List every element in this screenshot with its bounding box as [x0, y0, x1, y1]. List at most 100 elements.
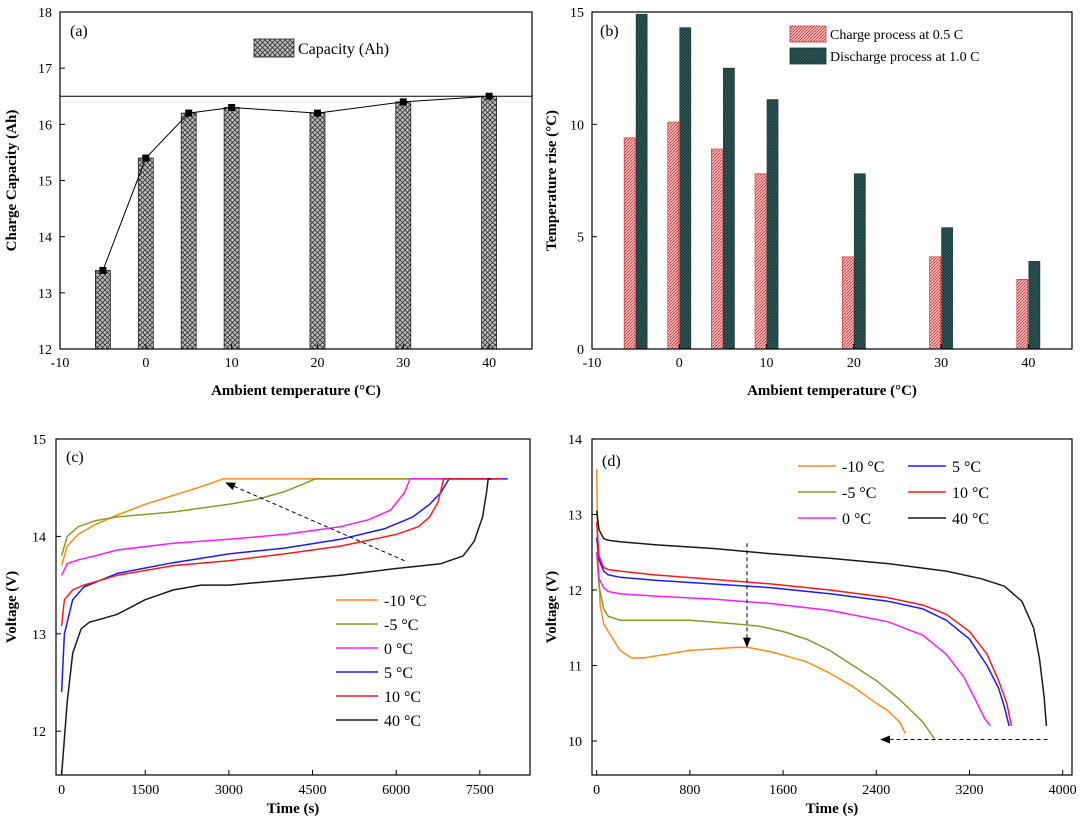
- x-tick-label: 0: [676, 356, 683, 371]
- y-tick-label: 14: [568, 433, 582, 448]
- series-line: [595, 537, 1010, 727]
- plot-frame: [591, 438, 1073, 776]
- charge-bar: [1016, 279, 1029, 350]
- y-tick-label: 5: [577, 231, 584, 246]
- x-axis-title: Ambient temperature (°C): [747, 383, 917, 399]
- y-tick-label: 10: [570, 118, 584, 133]
- legend-label: -5 °C: [842, 485, 876, 502]
- x-tick-label: 40: [1021, 356, 1035, 371]
- capacity-marker: [142, 154, 150, 162]
- capacity-marker: [399, 98, 407, 106]
- capacity-bar: [180, 112, 197, 350]
- series-line: [60, 478, 497, 566]
- chart-panel-b: Charge process at 0.5 C Discharge process…: [544, 6, 1073, 399]
- series-line: [60, 478, 497, 576]
- series-line: [595, 552, 936, 740]
- y-axis-title: Voltage (V): [544, 571, 560, 643]
- capacity-line: [102, 95, 490, 271]
- y-tick-label: 0: [577, 343, 584, 358]
- y-axis-title: Charge Capacity (Ah): [4, 110, 20, 252]
- legend-label: 40 °C: [384, 713, 421, 730]
- legend-swatch: [789, 25, 827, 43]
- y-tick-label: 12: [568, 584, 582, 599]
- y-tick-label: 11: [569, 660, 582, 675]
- y-tick-label: 12: [38, 343, 52, 358]
- series-line: [595, 522, 1013, 727]
- x-tick-label: 0: [58, 783, 65, 798]
- x-tick-label: 3200: [955, 783, 983, 798]
- y-tick-label: 14: [32, 530, 46, 545]
- y-tick-label: 15: [570, 6, 584, 21]
- y-tick-label: 17: [38, 62, 52, 77]
- trend-arrow: [225, 482, 405, 562]
- plot-frame: [59, 11, 533, 350]
- y-tick-label: 12: [32, 725, 46, 740]
- x-tick-label: 0: [593, 783, 600, 798]
- y-axis-title: Temperature rise (°C): [544, 110, 560, 251]
- legend-label: -5 °C: [384, 617, 418, 634]
- y-tick-label: 14: [38, 231, 52, 246]
- x-tick-label: 30: [934, 356, 948, 371]
- panel-label: (b): [600, 23, 619, 40]
- charge-bar: [754, 173, 767, 350]
- x-tick-label: 7500: [466, 783, 494, 798]
- y-tick-label: 13: [32, 628, 46, 643]
- legend-label: 0 °C: [384, 641, 413, 658]
- x-tick-label: 3000: [215, 783, 243, 798]
- x-tick-label: -10: [51, 356, 70, 371]
- charge-bar: [711, 148, 723, 350]
- capacity-marker: [99, 266, 107, 274]
- legend-label: Charge process at 0.5 C: [830, 28, 963, 43]
- legend-swatch: [253, 38, 295, 58]
- y-tick-label: 13: [568, 509, 582, 524]
- capacity-bar: [309, 112, 326, 350]
- x-axis-title: Time (s): [806, 801, 859, 817]
- y-tick-label: 10: [568, 735, 582, 750]
- legend-label: 40 °C: [952, 511, 989, 528]
- legend-label: 10 °C: [952, 485, 989, 502]
- series-line: [595, 510, 1048, 726]
- x-tick-label: 10: [225, 356, 239, 371]
- x-axis-title: Time (s): [267, 801, 320, 817]
- y-tick-label: 15: [32, 433, 46, 448]
- x-tick-label: 6000: [382, 783, 410, 798]
- x-axis-title: Ambient temperature (°C): [211, 383, 381, 399]
- legend-label: 0 °C: [842, 511, 871, 528]
- discharge-bar: [941, 227, 953, 350]
- series-line: [60, 478, 503, 627]
- capacity-marker: [313, 109, 321, 117]
- capacity-bar: [223, 107, 240, 350]
- charge-bar: [929, 256, 941, 350]
- charge-bar: [841, 256, 854, 350]
- x-tick-label: 4500: [299, 783, 327, 798]
- legend-swatch: [789, 47, 827, 65]
- x-tick-label: 1600: [769, 783, 797, 798]
- charge-bar: [667, 121, 680, 350]
- panel-label: (a): [70, 23, 88, 40]
- x-tick-label: 0: [142, 356, 149, 371]
- x-tick-label: 10: [760, 356, 774, 371]
- discharge-bar: [679, 27, 692, 350]
- chart-panel-c: -10 °C -5 °C 0 °C 5 °C 10 °C 40 °C 0 1500 3000 45…: [4, 433, 531, 817]
- y-tick-label: 15: [38, 175, 52, 190]
- legend-label: 5 °C: [384, 665, 413, 682]
- x-tick-label: 20: [310, 356, 324, 371]
- plot-frame: [591, 11, 1073, 350]
- series-line: [60, 478, 497, 557]
- discharge-bar: [635, 13, 648, 350]
- chart-panel-d: -10 °C 5 °C -5 °C 10 °C 0 °C 40 °C 0 800 1600 240…: [544, 433, 1077, 817]
- capacity-bar: [395, 101, 412, 350]
- legend-label: 5 °C: [952, 459, 981, 476]
- legend-label: -10 °C: [384, 593, 426, 610]
- discharge-bar: [853, 173, 866, 350]
- legend-label: Discharge process at 1.0 C: [830, 50, 979, 65]
- legend-label: 10 °C: [384, 689, 421, 706]
- discharge-bar: [766, 99, 779, 350]
- y-tick-label: 18: [38, 6, 52, 21]
- x-tick-label: 4000: [1049, 783, 1077, 798]
- capacity-marker: [228, 103, 236, 111]
- y-tick-label: 13: [38, 287, 52, 302]
- capacity-bar: [137, 157, 154, 350]
- x-tick-label: 30: [396, 356, 410, 371]
